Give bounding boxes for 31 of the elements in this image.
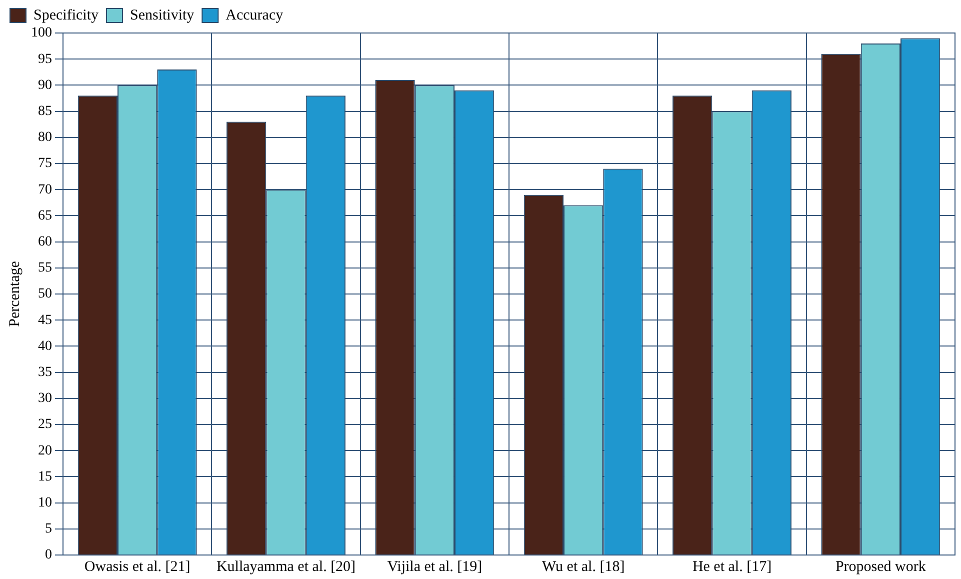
y-tick-label: 90: [38, 78, 52, 93]
x-tick-label: Proposed work: [835, 558, 926, 575]
legend-label: Accuracy: [226, 7, 284, 24]
x-tick-label: Owasis et al. [21]: [84, 558, 190, 575]
y-tick-label: 10: [38, 495, 52, 510]
y-tick-label: 0: [45, 548, 52, 563]
y-tick-label: 65: [38, 208, 52, 224]
y-tick-label: 50: [38, 286, 52, 302]
y-tick-label: 15: [38, 469, 52, 484]
y-tick-label: 70: [38, 182, 52, 198]
y-tick-label: 35: [38, 364, 52, 380]
x-tick-label: Wu et al. [18]: [542, 558, 625, 575]
y-tick-label: 100: [31, 26, 52, 41]
y-tick-label: 85: [38, 104, 52, 119]
y-tick-label: 95: [38, 52, 52, 67]
y-tick-label: 30: [38, 391, 52, 406]
x-tick-label: He et al. [17]: [692, 558, 772, 575]
y-tick-label: 60: [38, 234, 52, 250]
y-tick-label: 5: [45, 522, 52, 537]
legend-label: Sensitivity: [130, 7, 195, 24]
x-tick-label: Vijila et al. [19]: [387, 558, 482, 575]
y-tick-label: 20: [38, 443, 52, 458]
y-tick-label: 75: [38, 156, 52, 172]
y-tick-label: 40: [38, 338, 52, 354]
y-tick-label: 55: [38, 260, 52, 276]
y-tick-label: 45: [38, 312, 52, 328]
y-tick-label: 80: [38, 130, 52, 146]
legend-label: Specificity: [34, 7, 99, 24]
y-tick-label: 25: [38, 417, 52, 432]
x-tick-label: Kullayamma et al. [20]: [216, 558, 356, 575]
y-axis-title: Percentage: [6, 260, 23, 327]
